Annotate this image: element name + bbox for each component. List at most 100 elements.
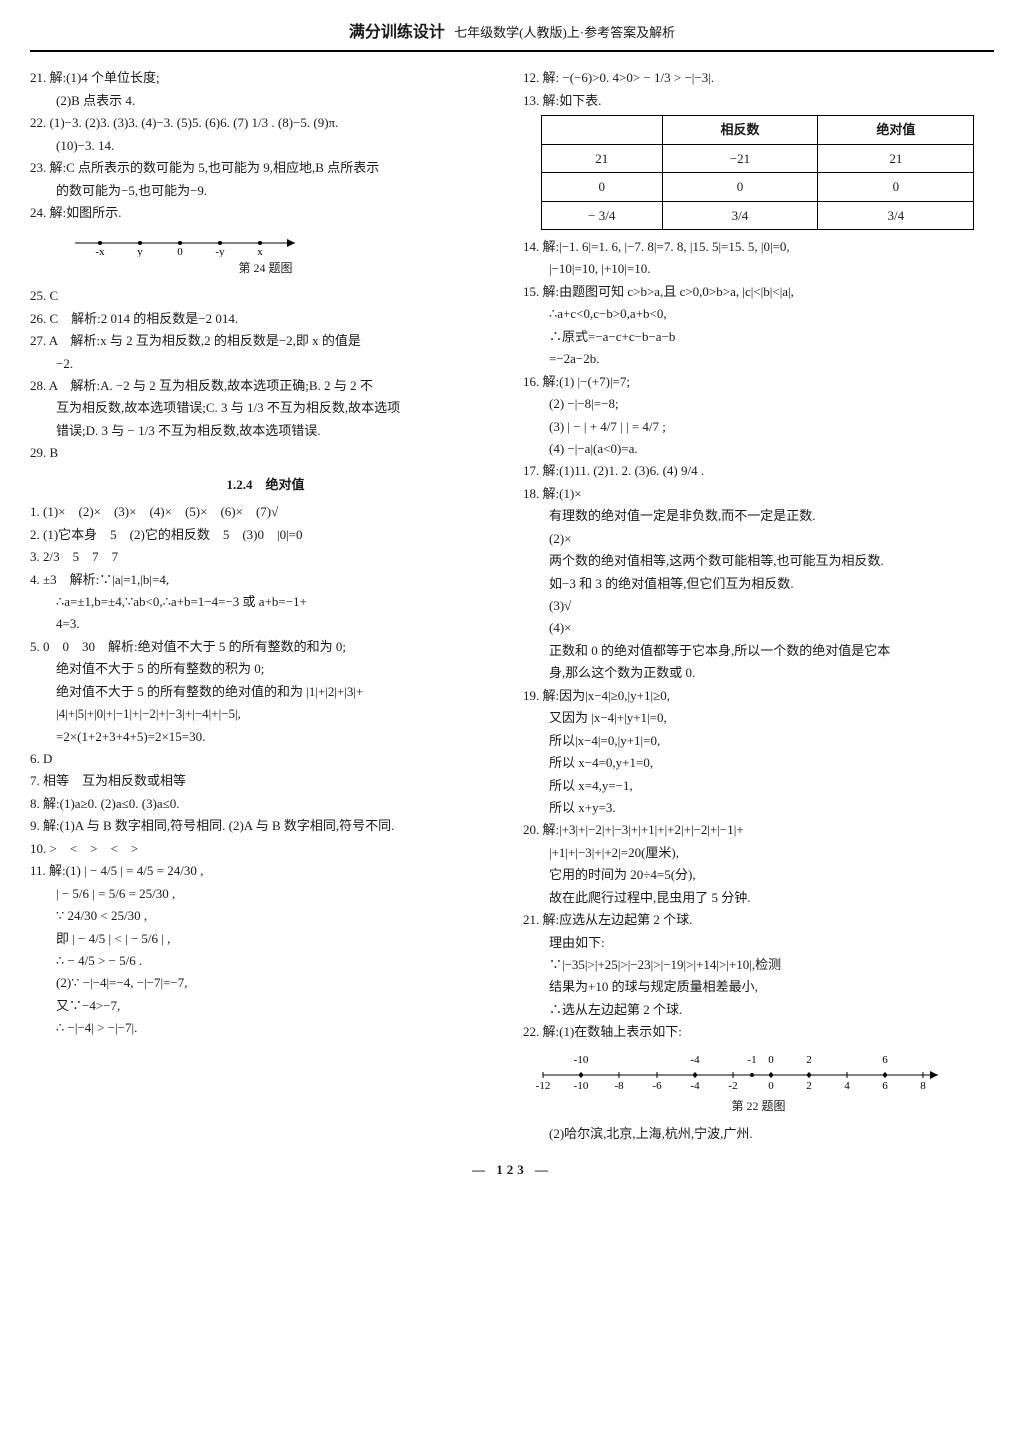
r16-a: 16. 解:(1) |−(+7)|=7; [523, 371, 994, 392]
r12: 12. 解: −(−6)>0. 4>0> − 1/3 > −|−3|. [523, 67, 994, 88]
q24: 24. 解:如图所示. [30, 202, 501, 223]
nl22-bot: -6 [652, 1080, 662, 1092]
right-column: 12. 解: −(−6)>0. 4>0> − 1/3 > −|−3|. 13. … [523, 66, 994, 1145]
left-column: 21. 解:(1)4 个单位长度; (2)B 点表示 4. 22. (1)−3.… [30, 66, 501, 1145]
r18-c: (2)× [523, 528, 994, 549]
figure-24-caption: 第 24 题图 [30, 259, 501, 279]
figure-24-numberline: -x y 0 -y x [30, 229, 501, 257]
r18-i: 身,那么这个数为正数或 0. [523, 662, 994, 683]
nl-label: 0 [177, 246, 183, 257]
s1: 1. (1)× (2)× (3)× (4)× (5)× (6)× (7)√ [30, 501, 501, 522]
r19-a: 19. 解:因为|x−4|≥0,|y+1|≥0, [523, 685, 994, 706]
r22-b: (2)哈尔滨,北京,上海,杭州,宁波,广州. [523, 1123, 994, 1144]
r20-a: 20. 解:|+3|+|−2|+|−3|+|+1|+|+2|+|−2|+|−1|… [523, 819, 994, 840]
s4-b: ∴a=±1,b=±4,∵ab<0,∴a+b=1−4=−3 或 a+b=−1+ [30, 591, 501, 612]
nl-label: -y [215, 246, 225, 257]
nl22-bot: 0 [768, 1080, 774, 1092]
q27-a: 27. A 解析:x 与 2 互为相反数,2 的相反数是−2,即 x 的值是 [30, 330, 501, 351]
q28-c: 错误;D. 3 与 − 1/3 不互为相反数,故本选项错误. [30, 420, 501, 441]
nl22-bot: -10 [574, 1080, 589, 1092]
numberline-svg: -x y 0 -y x [70, 229, 310, 257]
s3: 3. 2/3 5 7 7 [30, 546, 501, 567]
s5-b: 绝对值不大于 5 的所有整数的积为 0; [30, 658, 501, 679]
table-cell: − 3/4 [542, 201, 663, 229]
s4-a: 4. ±3 解析:∵|a|=1,|b|=4, [30, 569, 501, 590]
r15-b: ∴a+c<0,c−b>0,a+b<0, [523, 303, 994, 324]
header-title: 满分训练设计 [349, 24, 445, 41]
r18-g: (4)× [523, 617, 994, 638]
figure-22-numberline: -10 -4 -1 0 2 6 [523, 1049, 994, 1095]
nl22-top: -1 [747, 1054, 756, 1066]
s6: 6. D [30, 748, 501, 769]
table-cell: 0 [542, 173, 663, 201]
nl-label: x [257, 246, 263, 257]
header-subtitle: 七年级数学(人教版)上·参考答案及解析 [454, 25, 675, 40]
q25: 25. C [30, 285, 501, 306]
r15-d: =−2a−2b. [523, 348, 994, 369]
r19-f: 所以 x+y=3. [523, 797, 994, 818]
q26: 26. C 解析:2 014 的相反数是−2 014. [30, 308, 501, 329]
r21-d: 结果为+10 的球与规定质量相差最小, [523, 976, 994, 997]
nl22-bot: -2 [728, 1080, 737, 1092]
page-header: 满分训练设计 七年级数学(人教版)上·参考答案及解析 [30, 20, 994, 52]
r20-c: 它用的时间为 20÷4=5(分), [523, 864, 994, 885]
nl22-bot: 4 [844, 1080, 850, 1092]
nl22-top: -4 [690, 1054, 700, 1066]
table-header [542, 116, 663, 144]
s5-a: 5. 0 0 30 解析:绝对值不大于 5 的所有整数的和为 0; [30, 636, 501, 657]
r18-f: (3)√ [523, 595, 994, 616]
r19-b: 又因为 |x−4|+|y+1|=0, [523, 707, 994, 728]
r21-b: 理由如下: [523, 932, 994, 953]
q23-b: 的数可能为−5,也可能为−9. [30, 180, 501, 201]
r16-d: (4) −|−a|(a<0)=a. [523, 438, 994, 459]
s8: 8. 解:(1)a≥0. (2)a≤0. (3)a≤0. [30, 793, 501, 814]
r14-a: 14. 解:|−1. 6|=1. 6, |−7. 8|=7. 8, |15. 5… [523, 236, 994, 257]
r18-a: 18. 解:(1)× [523, 483, 994, 504]
table-row: 0 0 0 [542, 173, 974, 201]
s9: 9. 解:(1)A 与 B 数字相同,符号相同. (2)A 与 B 数字相同,符… [30, 815, 501, 836]
s4-c: 4=3. [30, 613, 501, 634]
s11-b: | − 5/6 | = 5/6 = 25/30 , [30, 883, 501, 904]
nl22-bot: -12 [536, 1080, 551, 1092]
nl22-bot: -8 [614, 1080, 624, 1092]
figure-22-caption: 第 22 题图 [523, 1097, 994, 1117]
s5-e: =2×(1+2+3+4+5)=2×15=30. [30, 726, 501, 747]
table-cell: 21 [542, 144, 663, 172]
r21-e: ∴选从左边起第 2 个球. [523, 999, 994, 1020]
q28-b: 互为相反数,故本选项错误;C. 3 与 1/3 不互为相反数,故本选项 [30, 397, 501, 418]
s11-f: (2)∵ −|−4|=−4, −|−7|=−7, [30, 972, 501, 993]
q21-a: 21. 解:(1)4 个单位长度; [30, 67, 501, 88]
r18-d: 两个数的绝对值相等,这两个数可能相等,也可能互为相反数. [523, 550, 994, 571]
s11-d: 即 | − 4/5 | < | − 5/6 | , [30, 928, 501, 949]
s10: 10. > < > < > [30, 838, 501, 859]
nl22-top: 6 [882, 1054, 888, 1066]
r21-a: 21. 解:应选从左边起第 2 个球. [523, 909, 994, 930]
table-header-row: 相反数 绝对值 [542, 116, 974, 144]
page-number: — 123 — [30, 1159, 994, 1180]
r16-b: (2) −|−8|=−8; [523, 393, 994, 414]
s11-h: ∴ −|−4| > −|−7|. [30, 1017, 501, 1038]
nl22-top: -10 [574, 1054, 589, 1066]
table-cell: 3/4 [662, 201, 818, 229]
s11-c: ∵ 24/30 < 25/30 , [30, 905, 501, 926]
nl22-top: 2 [806, 1054, 812, 1066]
nl22-bot: 2 [806, 1080, 812, 1092]
r18-h: 正数和 0 的绝对值都等于它本身,所以一个数的绝对值是它本 [523, 640, 994, 661]
r19-e: 所以 x=4,y=−1, [523, 775, 994, 796]
r17: 17. 解:(1)11. (2)1. 2. (3)6. (4) 9/4 . [523, 460, 994, 481]
q27-b: −2. [30, 353, 501, 374]
s5-d: |4|+|5|+|0|+|−1|+|−2|+|−3|+|−4|+|−5|, [30, 703, 501, 724]
table-header: 相反数 [662, 116, 818, 144]
r19-c: 所以|x−4|=0,|y+1|=0, [523, 730, 994, 751]
r13: 13. 解:如下表. [523, 90, 994, 111]
r15-c: ∴原式=−a−c+c−b−a−b [523, 326, 994, 347]
r19-d: 所以 x−4=0,y+1=0, [523, 752, 994, 773]
table-header: 绝对值 [818, 116, 974, 144]
content-columns: 21. 解:(1)4 个单位长度; (2)B 点表示 4. 22. (1)−3.… [30, 66, 994, 1145]
s7: 7. 相等 互为相反数或相等 [30, 770, 501, 791]
s2: 2. (1)它本身 5 (2)它的相反数 5 (3)0 |0|=0 [30, 524, 501, 545]
q13-table: 相反数 绝对值 21 −21 21 0 0 0 − 3/4 3/4 3/4 [541, 115, 974, 230]
q22-a: 22. (1)−3. (2)3. (3)3. (4)−3. (5)5. (6)6… [30, 112, 501, 133]
q22-b: (10)−3. 14. [30, 135, 501, 156]
table-cell: 0 [818, 173, 974, 201]
